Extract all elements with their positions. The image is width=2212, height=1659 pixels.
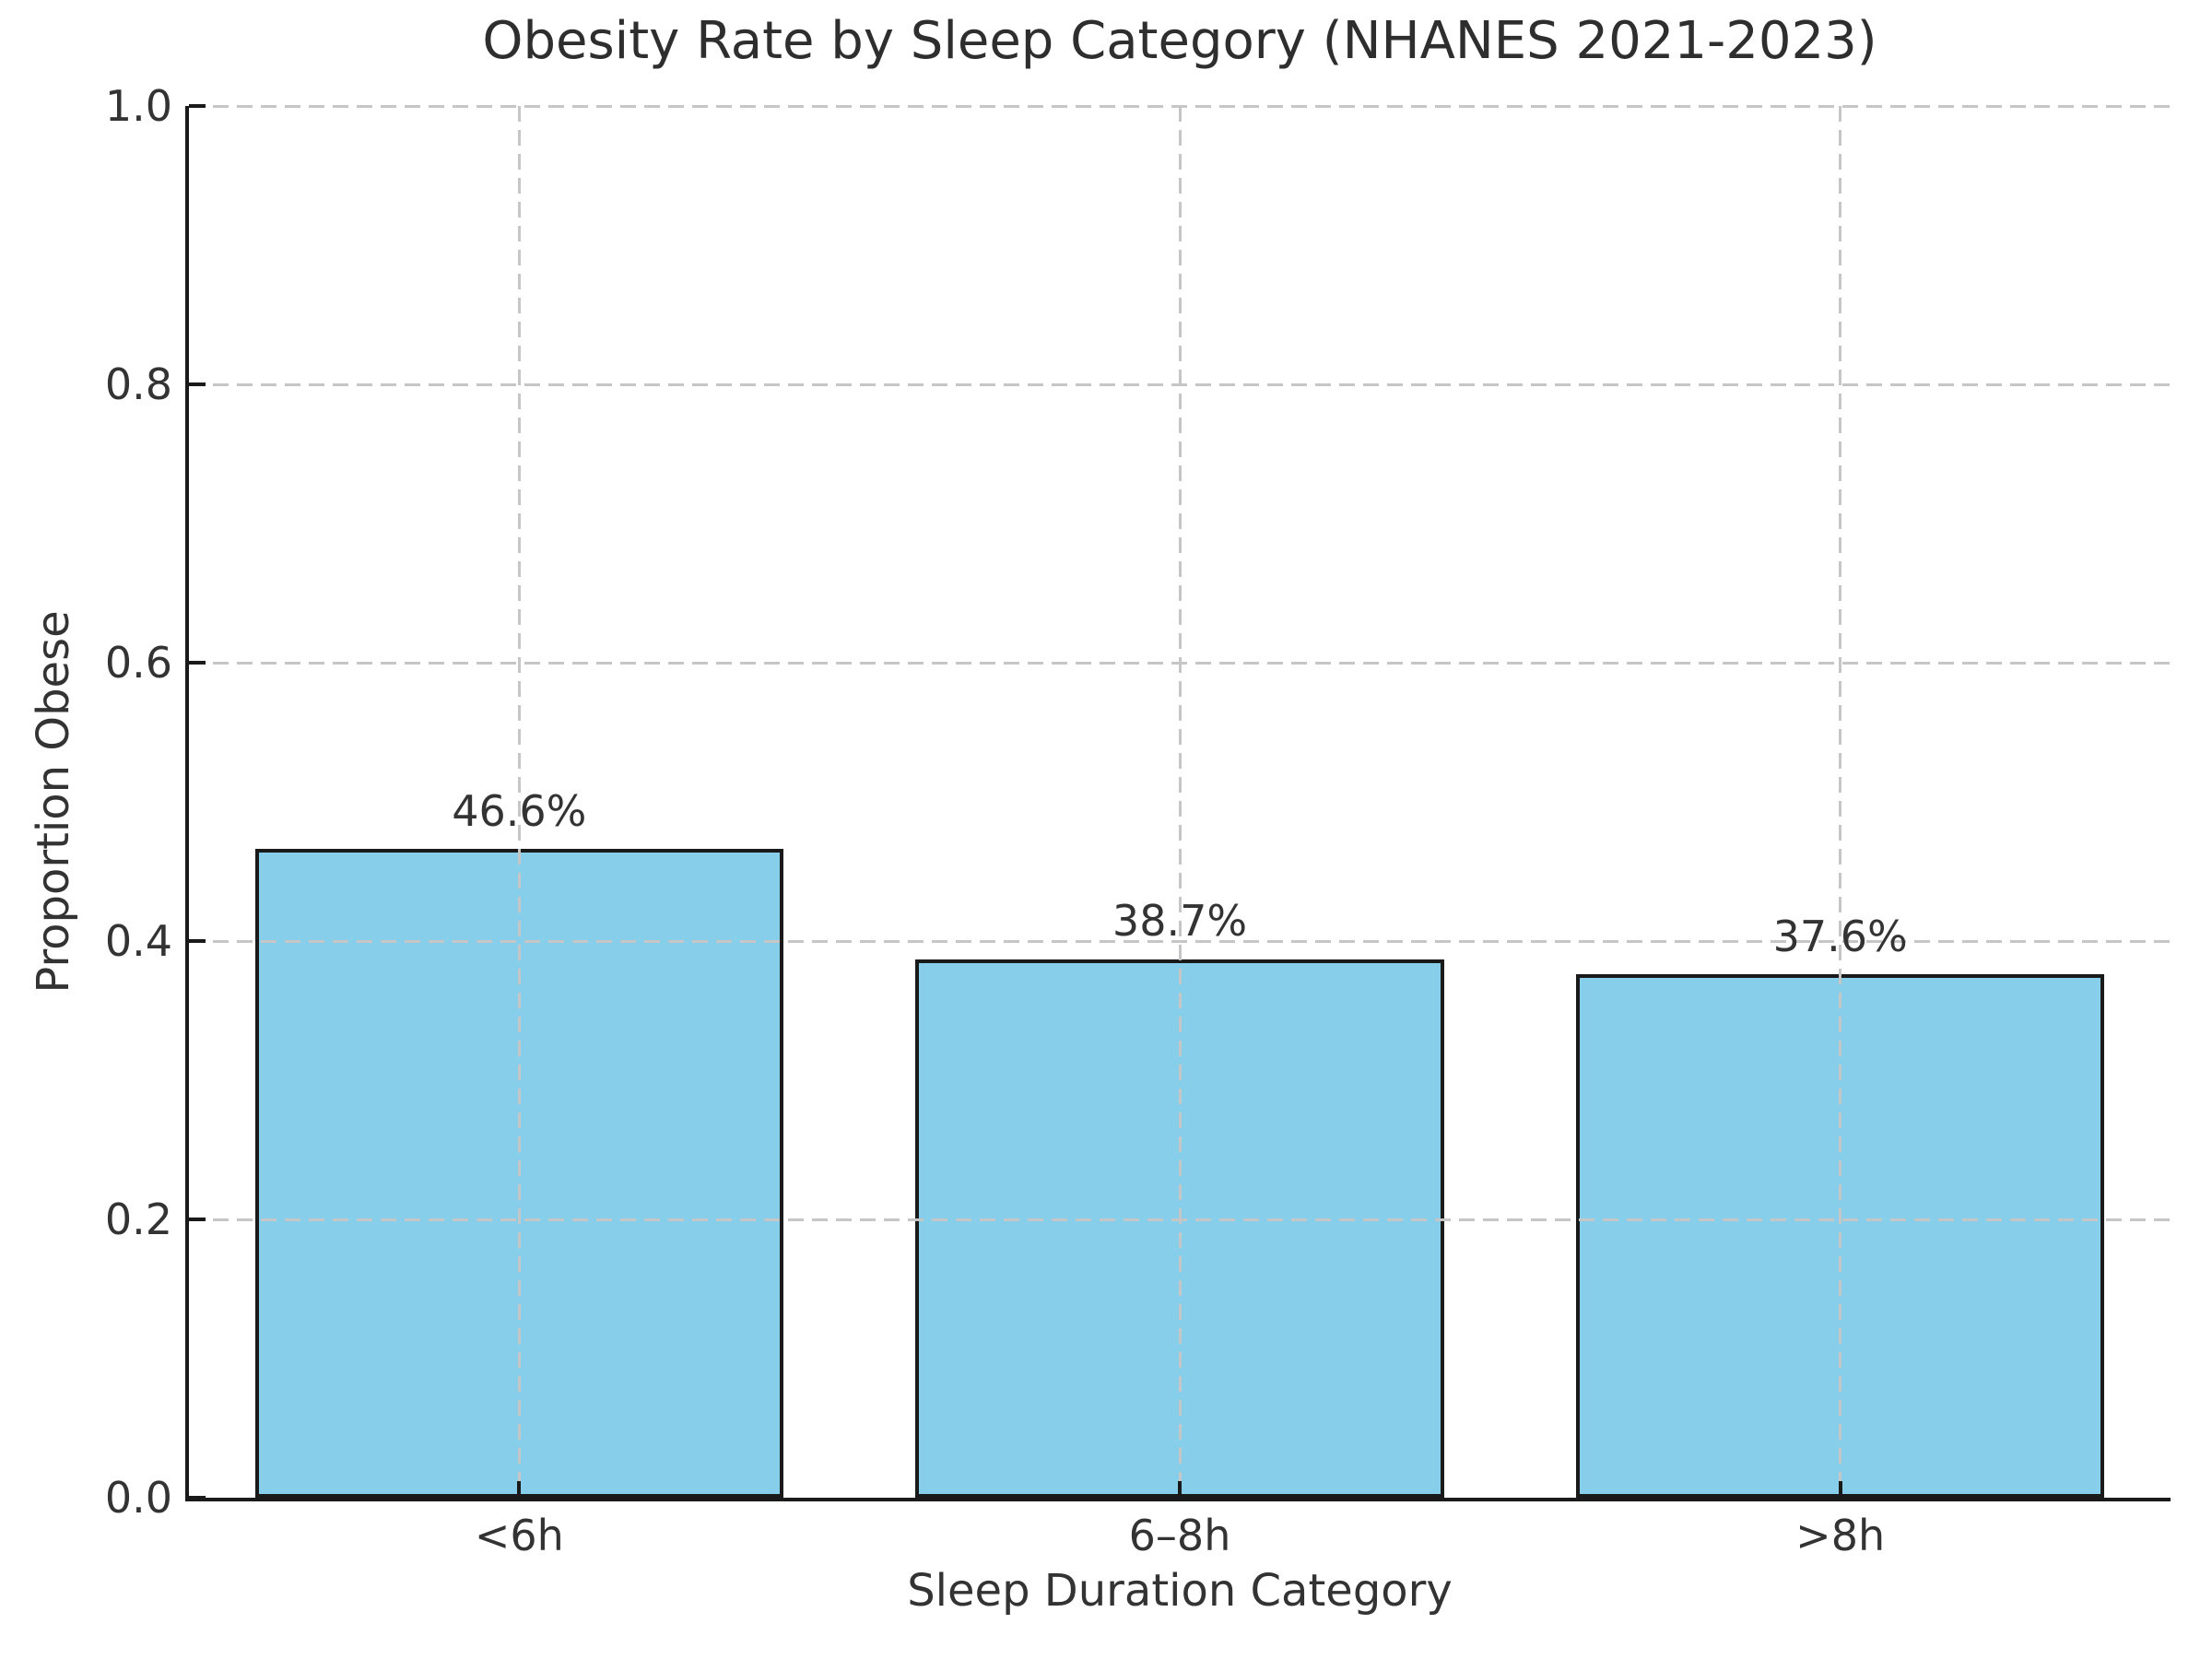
h-gridline <box>189 1218 2171 1221</box>
y-tick-label: 0.8 <box>104 359 172 409</box>
plot-area: 46.6% 38.7% 37.6% <box>185 104 2171 1501</box>
x-tick-label: <6h <box>474 1511 564 1560</box>
bar <box>254 849 783 1498</box>
y-axis-spine <box>185 106 189 1498</box>
grid-layer <box>189 104 2171 1498</box>
v-gridline <box>517 106 521 1498</box>
y-tick <box>189 382 206 386</box>
bar <box>915 959 1444 1498</box>
y-tick-label: 0.0 <box>104 1473 172 1523</box>
x-tick <box>1838 1481 1842 1498</box>
chart-title: Obesity Rate by Sleep Category (NHANES 2… <box>482 11 1877 71</box>
x-tick <box>517 1481 522 1498</box>
ticks-layer <box>189 104 2171 1500</box>
y-tick-label: 0.6 <box>104 638 172 688</box>
y-tick <box>189 661 206 665</box>
h-gridline <box>189 382 2171 386</box>
y-tick-labels: 0.0 0.2 0.4 0.6 0.8 1.0 <box>0 85 172 1519</box>
y-tick-label: 0.2 <box>104 1194 172 1244</box>
h-gridline <box>189 661 2171 665</box>
v-gridline <box>1178 106 1182 1498</box>
x-tick-label: >8h <box>1795 1511 1886 1560</box>
bar-value-label: 38.7% <box>1112 896 1248 947</box>
bar-value-label: 46.6% <box>452 785 587 836</box>
bars-layer <box>189 106 2171 1498</box>
v-gridline <box>1839 106 1842 1498</box>
y-tick-label: 0.4 <box>104 916 172 966</box>
h-gridline <box>189 104 2171 108</box>
bar-value-label: 37.6% <box>1772 911 1908 961</box>
x-tick <box>1178 1481 1182 1498</box>
bar <box>1576 974 2105 1498</box>
y-tick <box>189 939 206 943</box>
x-tick-label: 6–8h <box>1128 1511 1231 1560</box>
y-tick-label: 1.0 <box>104 81 172 131</box>
bar-labels-layer: 46.6% 38.7% 37.6% <box>189 106 2171 1498</box>
y-tick <box>189 1218 206 1221</box>
x-tick-labels: <6h 6–8h >8h <box>189 1511 2171 1566</box>
y-tick <box>189 104 206 108</box>
x-axis-spine <box>185 1498 2171 1501</box>
x-axis-label: Sleep Duration Category <box>907 1565 1453 1617</box>
h-gridline <box>189 939 2171 943</box>
